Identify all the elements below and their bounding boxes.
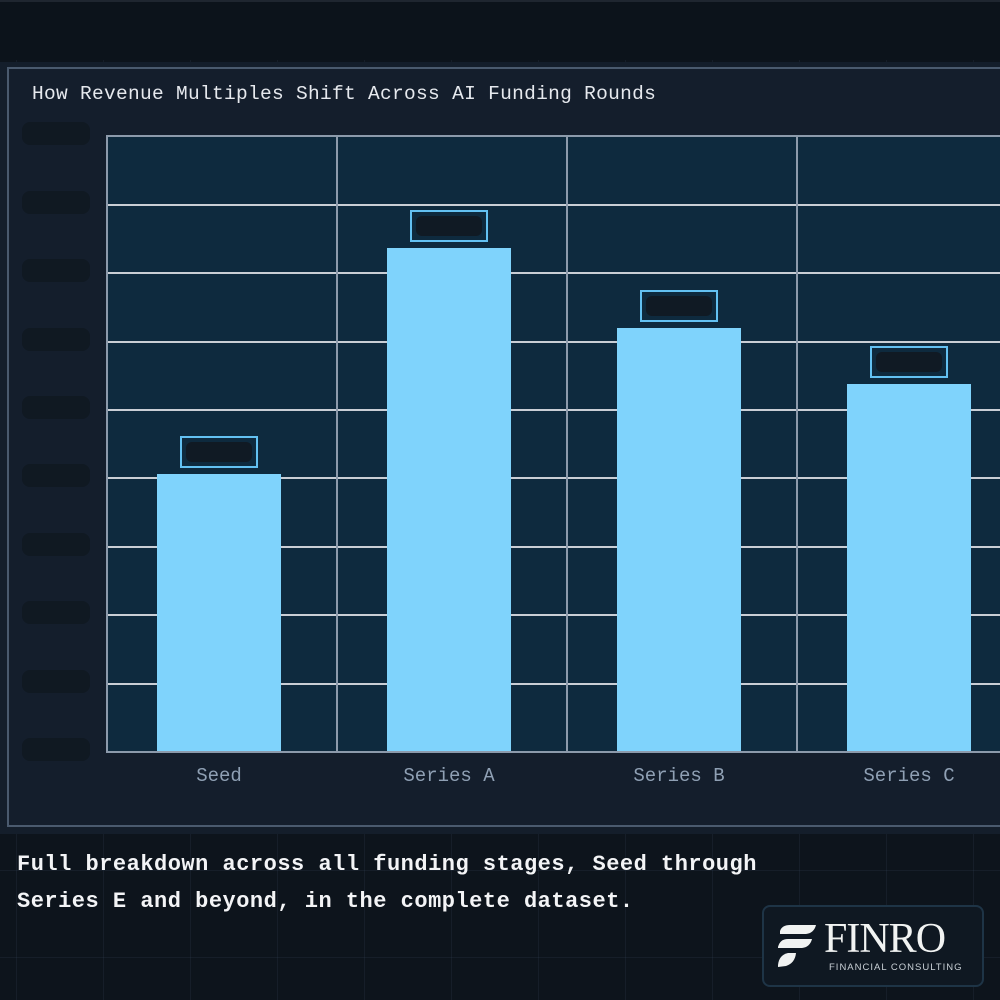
y-tick-label-redacted bbox=[22, 327, 90, 351]
y-tick-label-redacted bbox=[22, 532, 90, 556]
gridline-vertical bbox=[566, 137, 568, 751]
x-axis-label: Series C bbox=[863, 765, 955, 787]
y-tick-label-redacted bbox=[22, 259, 90, 283]
redacted-value bbox=[646, 296, 712, 317]
x-axis-label: Series A bbox=[403, 765, 495, 787]
y-tick-label-redacted bbox=[22, 396, 90, 419]
gridline-horizontal bbox=[108, 272, 1000, 275]
brand-name: FINRO bbox=[824, 916, 946, 962]
bar-value-label bbox=[870, 345, 948, 378]
caption-line-1: Full breakdown across all funding stages… bbox=[17, 852, 757, 877]
gridline-horizontal bbox=[108, 545, 1000, 548]
y-tick-label-redacted bbox=[22, 190, 90, 214]
y-tick-label-redacted bbox=[22, 669, 90, 693]
bar-value-label bbox=[410, 210, 488, 243]
bar-series-b bbox=[617, 328, 741, 751]
gridline-horizontal bbox=[108, 477, 1000, 480]
y-tick-label-redacted bbox=[22, 601, 90, 625]
caption: Full breakdown across all funding stages… bbox=[17, 846, 917, 920]
redacted-value bbox=[416, 216, 482, 237]
gridline-vertical bbox=[336, 137, 338, 751]
y-tick-label-redacted bbox=[22, 122, 90, 146]
bar-value-label bbox=[640, 290, 718, 323]
y-tick-label-redacted bbox=[22, 738, 90, 761]
bar-series-c bbox=[847, 383, 971, 751]
gridline-horizontal bbox=[108, 614, 1000, 617]
x-axis-label: Seed bbox=[196, 765, 242, 787]
gridline-horizontal bbox=[108, 340, 1000, 343]
bar-seed bbox=[157, 473, 281, 751]
gridline-horizontal bbox=[108, 682, 1000, 685]
y-tick-label-redacted bbox=[22, 464, 90, 488]
bar-series-a bbox=[387, 248, 511, 751]
x-axis-label: Series B bbox=[633, 765, 725, 787]
brand-tagline: FINANCIAL CONSULTING bbox=[829, 962, 963, 973]
redacted-value bbox=[876, 351, 942, 372]
plot-area bbox=[106, 135, 1000, 753]
finro-logo-mark-icon bbox=[778, 925, 816, 967]
bar-value-label bbox=[180, 435, 258, 468]
chart-title: How Revenue Multiples Shift Across AI Fu… bbox=[32, 83, 657, 105]
redacted-value bbox=[186, 441, 252, 462]
caption-line-2: Series E and beyond, in the complete dat… bbox=[17, 889, 634, 914]
top-band bbox=[0, 0, 1000, 60]
chart-card: How Revenue Multiples Shift Across AI Fu… bbox=[7, 67, 1000, 827]
gridline-vertical bbox=[796, 137, 798, 751]
gridline-horizontal bbox=[108, 409, 1000, 411]
gridline-horizontal bbox=[108, 203, 1000, 206]
finro-logo: FINRO FINANCIAL CONSULTING bbox=[762, 905, 984, 987]
